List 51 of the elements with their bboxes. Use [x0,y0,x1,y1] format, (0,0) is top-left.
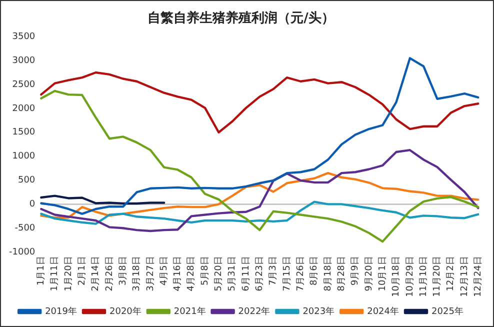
y-tick-label: -500 [14,223,36,234]
x-tick-label: 4月28日 [186,256,197,292]
x-tick-label: 3月27日 [146,256,156,292]
x-tick-label: 7月15日 [282,256,292,292]
x-tick-label: 12月2日 [446,256,456,292]
x-tick-label: 10月29日 [405,256,416,297]
x-tick-label: 8月6日 [310,256,320,286]
x-tick-label: 3月8日 [118,256,128,286]
y-tick-label: 1500 [12,128,36,138]
y-tick-label: 3500 [12,32,36,42]
y-tick-label: 0 [29,200,36,210]
x-tick-label: 2月1日 [77,256,88,286]
y-tick-label: 2000 [12,104,36,114]
y-tick-label: -1000 [8,247,36,258]
x-tick-label: 1月1日 [36,256,46,286]
x-tick-label: 7月26日 [296,256,306,292]
x-tick-label: 5月8日 [200,256,210,286]
x-tick-label: 4月16日 [173,256,184,292]
y-tick-label: 2500 [12,80,36,90]
y-tick-label: 3000 [12,56,36,66]
x-tick-label: 12月24日 [474,256,484,297]
x-tick-label: 4月5日 [159,256,170,286]
chart-title: 自繁自养生猪养殖利润（元/头） [148,10,334,26]
x-tick-label: 5月20日 [214,256,224,292]
x-tick-label: 1月20日 [64,256,74,292]
x-tick-label: 8月28日 [336,256,347,292]
y-tick-label: 1000 [12,152,36,162]
x-tick-label: 2月14日 [91,256,102,292]
x-tick-label: 2月26日 [104,256,115,292]
x-tick-label: 6月11日 [241,256,252,292]
x-tick-label: 1月11日 [50,256,60,292]
x-tick-label: 9月9日 [350,256,361,286]
legend-label: 2025年 [432,306,464,317]
legend-label: 2019年 [45,306,77,317]
legend-label: 2020年 [109,306,142,317]
legend-label: 2022年 [238,306,270,317]
x-tick-label: 9月20日 [364,256,374,292]
x-tick-label: 7月3日 [268,256,279,286]
x-tick-label: 6月23日 [255,256,266,292]
legend-label: 2021年 [174,306,206,317]
x-tick-label: 11月20日 [432,256,443,297]
legend-label: 2024年 [367,306,400,317]
y-tick-label: 500 [18,176,36,186]
x-tick-label: 11月10日 [418,256,429,297]
x-tick-label: 3月18日 [132,256,142,292]
x-tick-label: 12月13日 [460,256,470,297]
x-tick-label: 8月18日 [323,256,334,292]
legend-label: 2023年 [302,306,335,317]
x-tick-label: 10月1日 [378,256,388,292]
x-tick-label: 5月31日 [228,256,238,292]
x-tick-label: 10月18日 [392,256,402,297]
